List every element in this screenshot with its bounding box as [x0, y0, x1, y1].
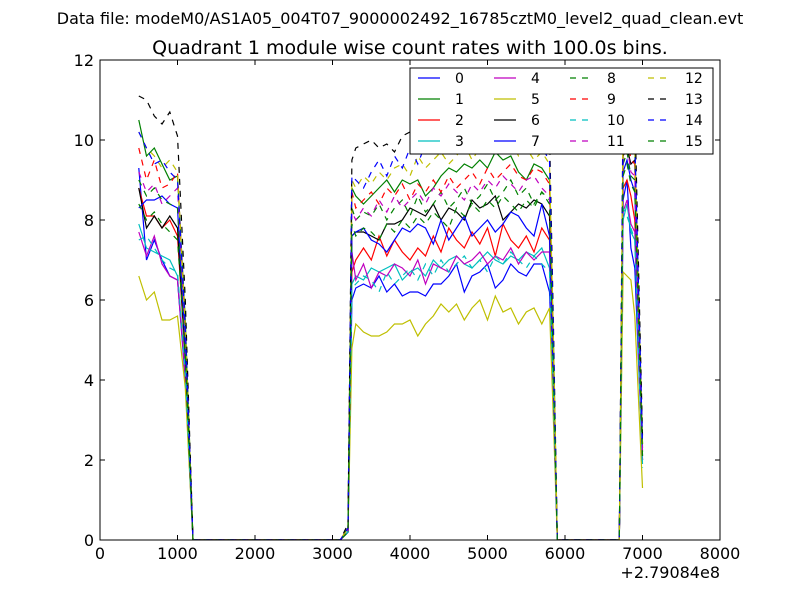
legend-label-10: 10 [607, 113, 625, 129]
x-tick-label: 0 [95, 544, 105, 563]
series-line-15 [138, 161, 644, 540]
legend-label-15: 15 [685, 134, 703, 150]
x-tick-label: 6000 [545, 544, 586, 563]
series-line-5 [138, 270, 644, 540]
legend-label-0: 0 [455, 71, 464, 87]
series-line-2 [138, 178, 644, 540]
legend-box [409, 67, 714, 155]
series-line-12 [138, 107, 644, 540]
legend-label-4: 4 [531, 71, 540, 87]
x-tick-label: 5000 [467, 544, 508, 563]
legend-label-13: 13 [685, 92, 703, 108]
y-tick-label: 10 [74, 131, 94, 150]
x-tick-label: 7000 [622, 544, 663, 563]
x-tick-label: 8000 [700, 544, 741, 563]
series-line-10 [138, 207, 644, 540]
y-tick-label: 4 [84, 371, 94, 390]
x-tick-label: 1000 [157, 544, 198, 563]
figure-suptitle: Data file: modeM0/AS1A05_004T07_90000024… [57, 9, 743, 29]
chart-title: Quadrant 1 module wise count rates with … [152, 37, 668, 59]
legend-label-8: 8 [607, 71, 616, 87]
legend-label-12: 12 [685, 71, 703, 87]
legend-label-9: 9 [607, 92, 616, 108]
y-tick-label: 12 [74, 51, 94, 70]
legend-label-11: 11 [607, 134, 625, 150]
y-tick-label: 8 [84, 211, 94, 230]
y-tick-label: 2 [84, 451, 94, 470]
series-line-3 [138, 203, 644, 540]
y-tick-label: 0 [84, 531, 94, 550]
legend-label-6: 6 [531, 113, 540, 129]
x-tick-label: 4000 [390, 544, 431, 563]
series-line-4 [138, 199, 644, 540]
series-line-6 [138, 146, 644, 540]
axis-ticks: 0 1000 2000 3000 4000 5000 6000 7000 80000246810… [74, 51, 741, 563]
series-line-14 [138, 95, 644, 540]
legend-label-14: 14 [685, 113, 703, 129]
legend-label-5: 5 [531, 92, 540, 108]
x-offset-label: +2.79084e8 [620, 563, 720, 582]
legend-label-1: 1 [455, 92, 464, 108]
legend-label-7: 7 [531, 134, 540, 150]
y-tick-label: 6 [84, 291, 94, 310]
legend-label-3: 3 [455, 134, 464, 150]
x-tick-label: 3000 [312, 544, 353, 563]
legend-label-2: 2 [455, 113, 464, 129]
series-line-1 [138, 119, 644, 540]
x-tick-label: 2000 [235, 544, 276, 563]
series-line-11 [138, 143, 644, 540]
series-line-9 [138, 131, 644, 540]
series-layer [138, 71, 644, 540]
series-line-8 [138, 151, 644, 540]
series-line-7 [138, 157, 644, 540]
